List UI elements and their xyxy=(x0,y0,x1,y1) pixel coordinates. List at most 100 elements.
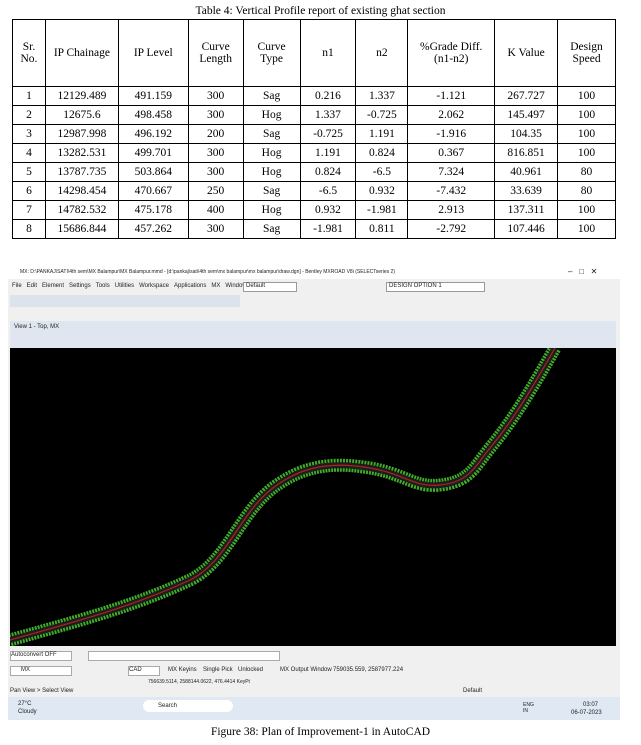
table-cell: 267.727 xyxy=(494,86,559,106)
autoconvert[interactable]: Autoconvert OFF xyxy=(10,651,72,661)
header-cell: Sr. No. xyxy=(12,19,46,87)
screenshot: MX: D:\PANKAJ\SATI\4th sem\MX Balampur\M… xyxy=(8,265,620,720)
menu-item[interactable]: Edit xyxy=(26,283,38,289)
table-cell: 2.913 xyxy=(407,200,496,220)
table-cell: 8 xyxy=(12,219,46,239)
date: 06-07-2023 xyxy=(571,710,602,716)
table-cell: 80 xyxy=(557,181,616,201)
table-cell: 457.262 xyxy=(117,219,189,239)
table-caption: Table 4: Vertical Profile report of exis… xyxy=(195,5,446,17)
window-title: MX: D:\PANKAJ\SATI\4th sem\MX Balampur\M… xyxy=(20,269,395,275)
table-cell: 0.811 xyxy=(355,219,409,239)
table-cell: -6.5 xyxy=(355,162,409,182)
table-cell: 100 xyxy=(557,124,616,144)
window-controls[interactable]: – □ ✕ xyxy=(568,267,598,276)
table-cell: 498.458 xyxy=(117,105,189,125)
table-cell: 80 xyxy=(557,162,616,182)
status: Pan View > Select View xyxy=(10,688,74,694)
header-cell: Curve Type xyxy=(242,19,301,87)
table-cell: Hog xyxy=(242,200,301,220)
temp: 27°C xyxy=(18,701,32,707)
table-cell: 250 xyxy=(187,181,244,201)
table-cell: -2.792 xyxy=(407,219,496,239)
header-cell: IP Level xyxy=(117,19,189,87)
title-bar xyxy=(8,265,620,279)
table-row: 3 12987.998 496.192 200 Sag -0.725 1.191 -1.916… xyxy=(12,124,616,144)
table-cell: 0.824 xyxy=(299,162,357,182)
table-cell: 12987.998 xyxy=(44,124,119,144)
table-cell: 14782.532 xyxy=(44,200,119,220)
design-option[interactable]: DESIGN OPTION 1 xyxy=(386,282,485,292)
table-cell: -1.981 xyxy=(355,200,409,220)
table-cell: 300 xyxy=(187,143,244,163)
table-row: 2 12675.6 498.458 300 Hog 1.337 -0.725 2.062 145… xyxy=(12,105,616,125)
table-cell: 107.446 xyxy=(494,219,559,239)
table-cell: 1 xyxy=(12,86,46,106)
table-cell: Sag xyxy=(242,181,301,201)
level-box[interactable]: Default xyxy=(243,282,297,292)
menu-item[interactable]: Element xyxy=(42,283,65,289)
table-cell: 145.497 xyxy=(494,105,559,125)
menu-item[interactable]: Workspace xyxy=(139,283,169,289)
table-cell: 499.701 xyxy=(117,143,189,163)
table-row: 5 13787.735 503.864 300 Hog 0.824 -6.5 7.324 40.… xyxy=(12,162,616,182)
table-cell: 13282.531 xyxy=(44,143,119,163)
header-cell: IP Chainage xyxy=(44,19,119,87)
table-cell: 300 xyxy=(187,162,244,182)
cad[interactable]: CAD xyxy=(128,666,160,676)
table-cell: 7 xyxy=(12,200,46,220)
canvas xyxy=(8,344,616,647)
header-cell: %Grade Diff. (n1-n2) xyxy=(407,19,496,87)
menu-item[interactable]: Window xyxy=(225,283,247,289)
road-drawing xyxy=(8,344,561,647)
coords: 759035.559, 2587977.224 xyxy=(333,667,404,673)
table-cell: 300 xyxy=(187,86,244,106)
table-row: 6 14298.454 470.667 250 Sag -6.5 0.932 -7.432 33… xyxy=(12,181,616,201)
menu-item[interactable]: File xyxy=(12,283,22,289)
table-cell: 15686.844 xyxy=(44,219,119,239)
menu-item[interactable]: Settings xyxy=(69,283,91,289)
table-cell: 5 xyxy=(12,162,46,182)
table-cell: 1.191 xyxy=(355,124,409,144)
header-cell: n1 xyxy=(299,19,357,87)
table-cell: Hog xyxy=(242,162,301,182)
table-cell: Hog xyxy=(242,105,301,125)
table-row: 4 13282.531 499.701 300 Hog 1.191 0.824 0.367 81… xyxy=(12,143,616,163)
lock[interactable]: Unlocked xyxy=(238,667,264,673)
table-cell: 300 xyxy=(187,219,244,239)
table-cell: 4 xyxy=(12,143,46,163)
input-box[interactable] xyxy=(88,651,280,661)
mode[interactable]: MX xyxy=(10,666,72,676)
pick[interactable]: Single Pick xyxy=(203,667,233,673)
table-cell: 100 xyxy=(557,143,616,163)
road-edge xyxy=(8,344,561,647)
table-cell: 104.35 xyxy=(494,124,559,144)
keyins[interactable]: MX Keyins xyxy=(168,667,197,673)
table-cell: -1.916 xyxy=(407,124,496,144)
menu-item[interactable]: Utilities xyxy=(114,283,135,289)
header-cell: K Value xyxy=(494,19,559,87)
table-cell: 2 xyxy=(12,105,46,125)
menu-item[interactable]: Applications xyxy=(173,283,207,289)
table-cell: -1.981 xyxy=(299,219,357,239)
search[interactable]: Search xyxy=(143,700,233,712)
table-cell: Hog xyxy=(242,143,301,163)
menu-item[interactable]: Tools xyxy=(95,283,110,289)
menu-item[interactable]: MX xyxy=(211,283,221,289)
road-surface xyxy=(9,346,558,643)
table-cell: 40.961 xyxy=(494,162,559,182)
table-cell: -1.121 xyxy=(407,86,496,106)
status-level: Default xyxy=(463,688,483,694)
weather: Cloudy xyxy=(18,709,37,715)
table-cell: Sag xyxy=(242,219,301,239)
header-cell: Design Speed xyxy=(557,19,616,87)
table-cell: 1.191 xyxy=(299,143,357,163)
table-cell: 0.932 xyxy=(355,181,409,201)
table-cell: 503.864 xyxy=(117,162,189,182)
header-cell: Curve Length xyxy=(187,19,244,87)
table-cell: 400 xyxy=(187,200,244,220)
table-cell: 475.178 xyxy=(117,200,189,220)
table: Sr. No. IP Chainage IP Level Curve Length Cu… xyxy=(12,19,616,239)
output[interactable]: MX Output Window xyxy=(280,667,332,673)
